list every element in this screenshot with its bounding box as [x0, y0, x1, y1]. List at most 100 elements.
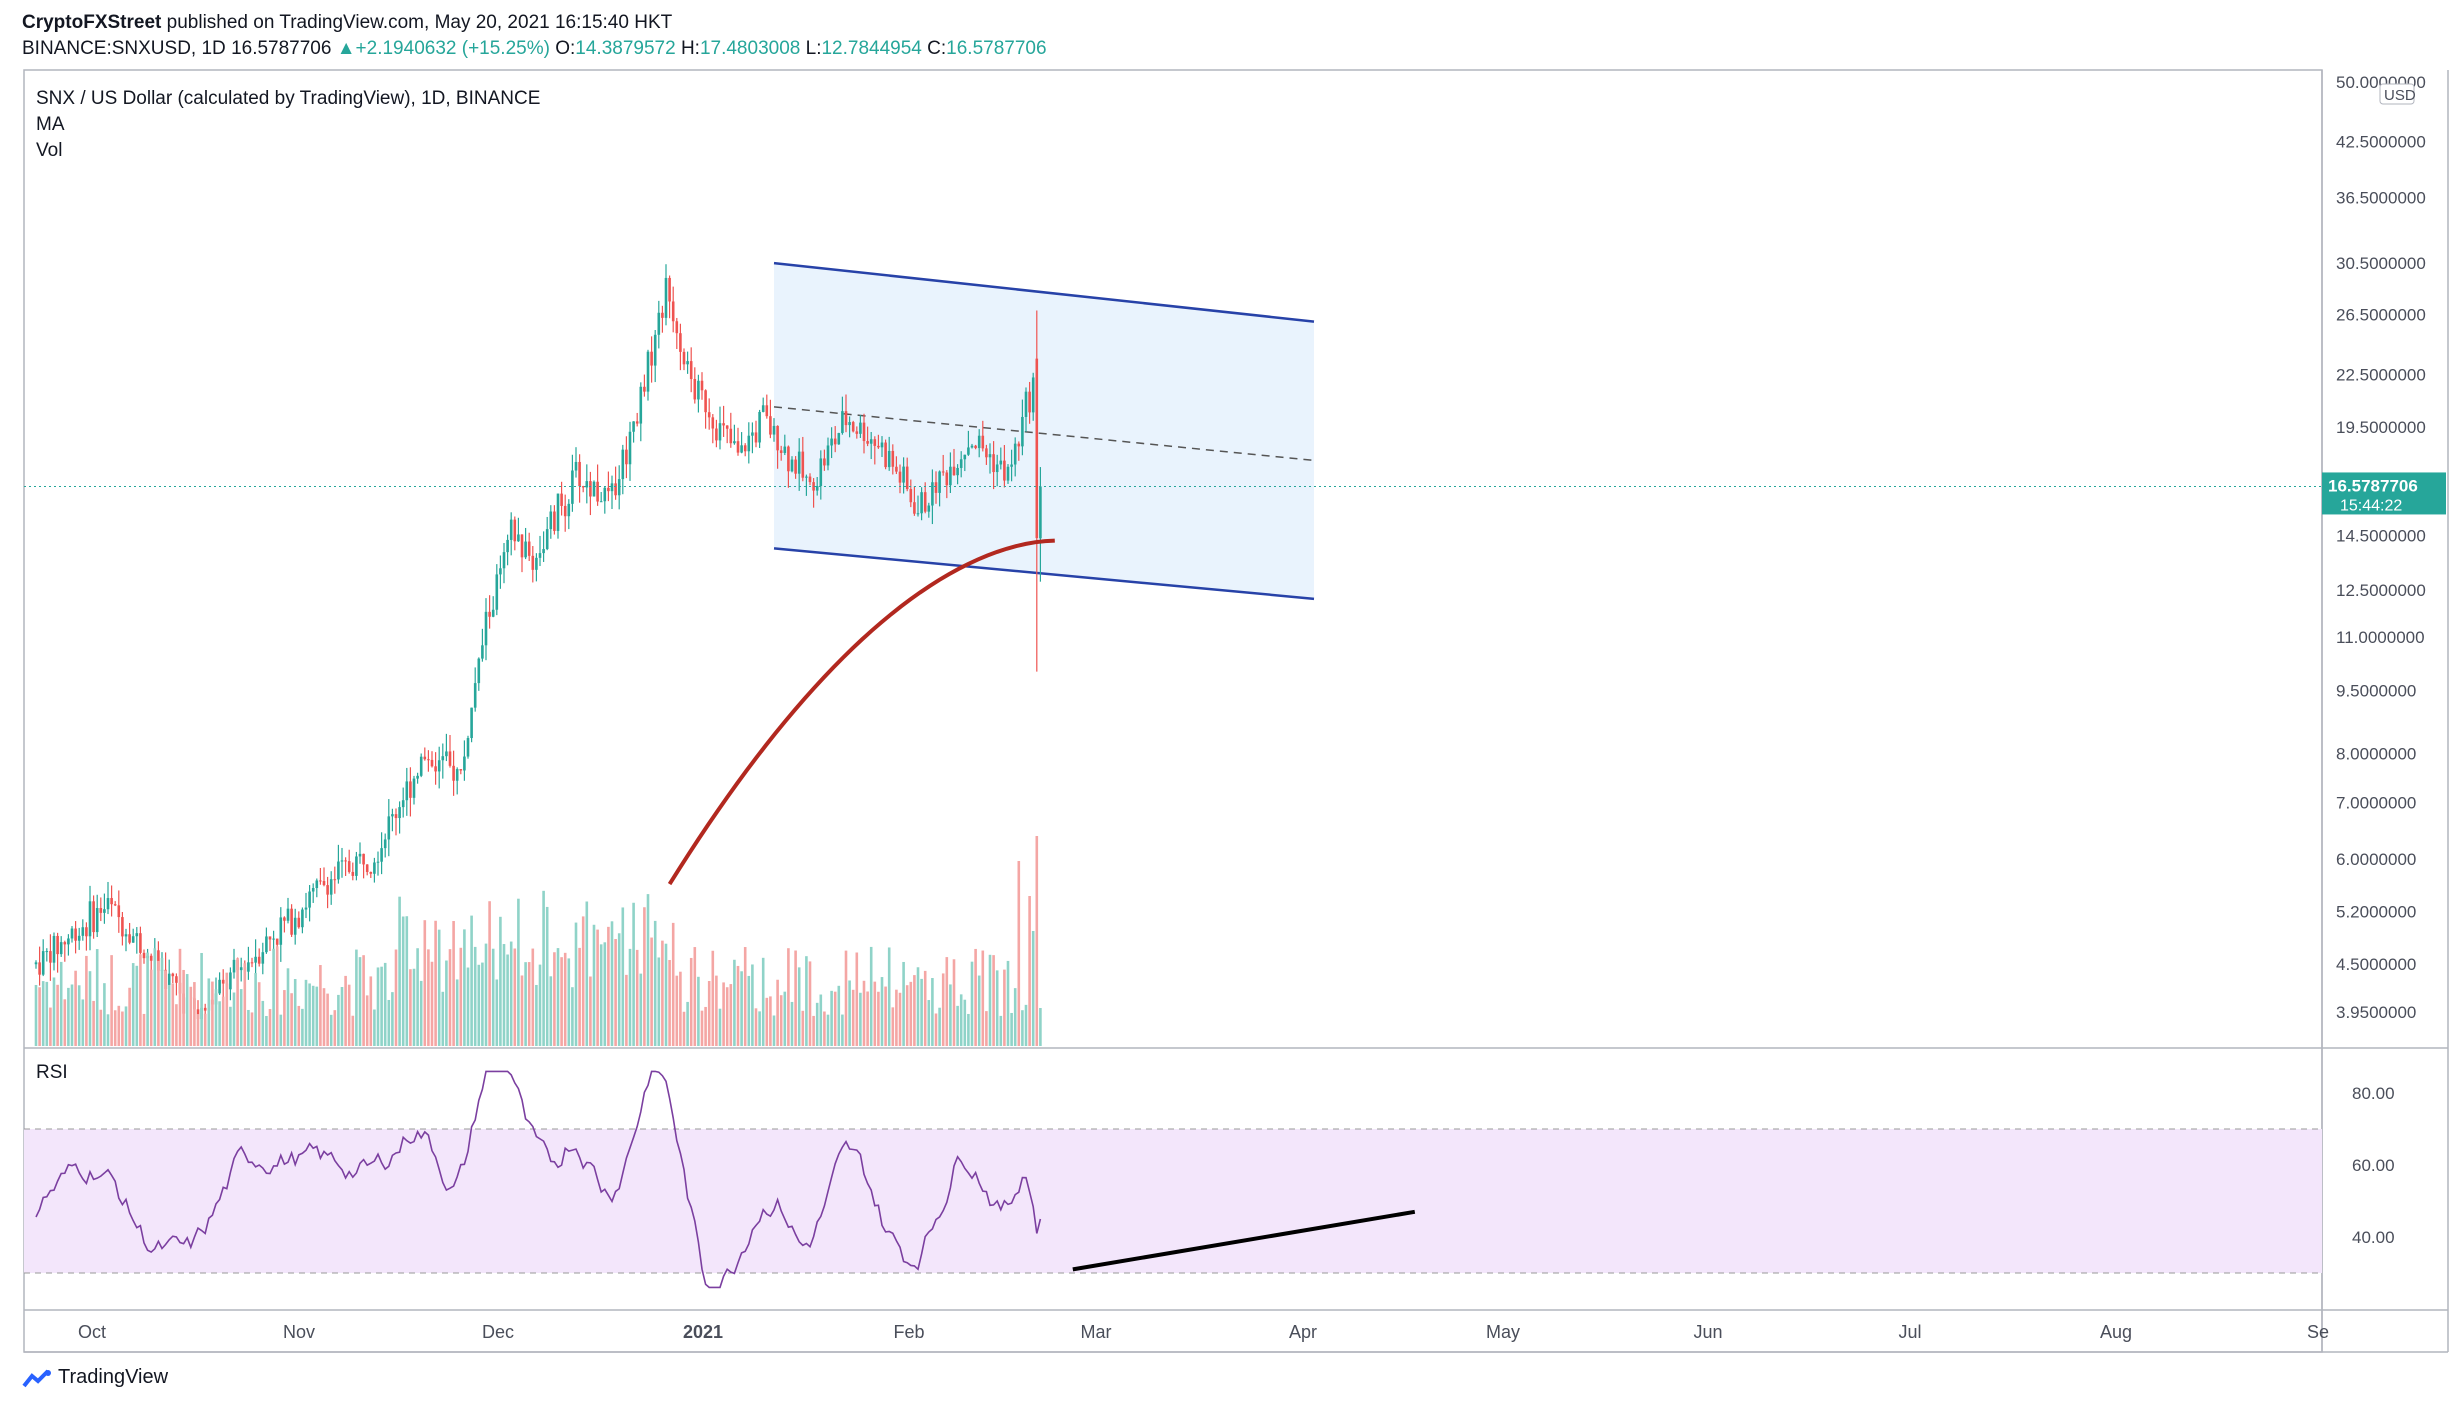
candle-body — [826, 445, 830, 466]
volume-bar — [617, 933, 621, 1046]
candle-body — [589, 481, 592, 497]
candle-body — [635, 421, 639, 424]
volume-bar — [495, 979, 499, 1046]
candle-body — [301, 909, 304, 928]
volume-bar — [434, 920, 437, 1046]
candle-body — [581, 486, 585, 488]
candle-body — [862, 422, 866, 442]
author-name[interactable]: CryptoFXStreet — [22, 12, 162, 33]
candle-body — [729, 428, 733, 444]
volume-bar — [49, 1007, 52, 1046]
volume-bar — [823, 1011, 826, 1046]
candle-body — [1006, 466, 1010, 481]
candle-body — [412, 778, 416, 798]
price-tick-label: 30.5000000 — [2336, 254, 2426, 273]
candle-body — [394, 814, 398, 819]
volume-bar — [902, 961, 905, 1046]
candle-body — [319, 880, 322, 882]
volume-bar — [387, 999, 391, 1046]
volume-bar — [992, 955, 995, 1046]
volume-bar — [639, 973, 643, 1046]
volume-bar — [815, 1002, 819, 1046]
volume-bar — [499, 916, 502, 1046]
volume-bar — [232, 992, 236, 1046]
candle-body — [473, 683, 477, 708]
volume-bar — [369, 976, 373, 1046]
publish-line: CryptoFXStreet published on TradingView.… — [22, 12, 672, 34]
legend-vol[interactable]: Vol — [36, 140, 63, 161]
volume-bar — [614, 939, 617, 1046]
candle-body — [499, 568, 502, 575]
volume-bar — [412, 968, 416, 1046]
candle-body — [801, 451, 805, 478]
legend-title[interactable]: SNX / US Dollar (calculated by TradingVi… — [36, 88, 541, 109]
volume-bar — [668, 960, 671, 1046]
candle-body — [275, 938, 279, 945]
candle-body — [95, 908, 99, 933]
volume-bar — [437, 929, 441, 1046]
candle-body — [427, 759, 430, 761]
candle-body — [873, 439, 877, 446]
volume-bar — [545, 906, 549, 1046]
candle-body — [607, 487, 610, 492]
candle-body — [931, 482, 934, 506]
price-tick-label: 6.0000000 — [2336, 850, 2416, 869]
volume-bar — [265, 1015, 268, 1046]
candle-body — [697, 380, 700, 400]
volume-bar — [941, 973, 945, 1046]
price-tick-label: 14.5000000 — [2336, 527, 2426, 546]
volume-bar — [585, 901, 589, 1046]
volume-bar — [635, 949, 639, 1046]
volume-bar — [531, 948, 535, 1046]
volume-bar — [923, 970, 927, 1046]
volume-bar — [999, 1015, 1003, 1046]
volume-bar — [841, 1014, 844, 1046]
volume-bar — [160, 957, 164, 1046]
volume-bar — [855, 952, 859, 1046]
candle-body — [920, 492, 923, 514]
volume-bar — [963, 999, 967, 1046]
candle-body — [787, 446, 790, 472]
candle-body — [855, 431, 859, 434]
candle-body — [779, 450, 783, 453]
candle-body — [722, 423, 725, 426]
last-price-countdown: 15:44:22 — [2340, 497, 2402, 514]
legend-ma[interactable]: MA — [36, 114, 65, 135]
volume-bar — [398, 896, 401, 1046]
candle-body — [304, 907, 308, 910]
volume-bar — [308, 983, 311, 1046]
volume-bar — [650, 937, 653, 1046]
candle-body — [470, 707, 473, 739]
volume-bar — [747, 975, 751, 1046]
candle-body — [992, 454, 995, 473]
volume-bar — [131, 963, 135, 1046]
price-tick-label: 26.5000000 — [2336, 306, 2426, 325]
candle-body — [671, 301, 675, 322]
tradingview-logo[interactable]: TradingView — [22, 1366, 168, 1389]
volume-bar — [124, 1006, 128, 1046]
volume-bar — [297, 1005, 301, 1046]
volume-bar — [239, 989, 243, 1046]
candle-body — [254, 956, 257, 963]
rsi-tick-label: 60.00 — [2352, 1156, 2395, 1175]
volume-bar — [448, 949, 452, 1046]
candle-body — [517, 534, 520, 542]
volume-bar — [808, 961, 812, 1046]
time-tick-label: Aug — [2100, 1322, 2132, 1342]
rsi-label[interactable]: RSI — [36, 1062, 68, 1083]
volume-bar — [506, 954, 509, 1046]
volume-bar — [621, 907, 625, 1046]
volume-bar — [272, 948, 275, 1046]
candle-body — [675, 321, 679, 334]
candle-body — [891, 450, 895, 467]
candle-body — [711, 417, 715, 429]
candle-body — [373, 862, 376, 874]
candle-body — [959, 459, 963, 468]
candle-body — [77, 935, 81, 941]
volume-bar — [934, 1013, 938, 1046]
open-value: 14.3879572 — [575, 38, 676, 59]
candle-body — [495, 574, 499, 610]
volume-bar — [304, 979, 308, 1046]
candle-body — [41, 951, 45, 975]
